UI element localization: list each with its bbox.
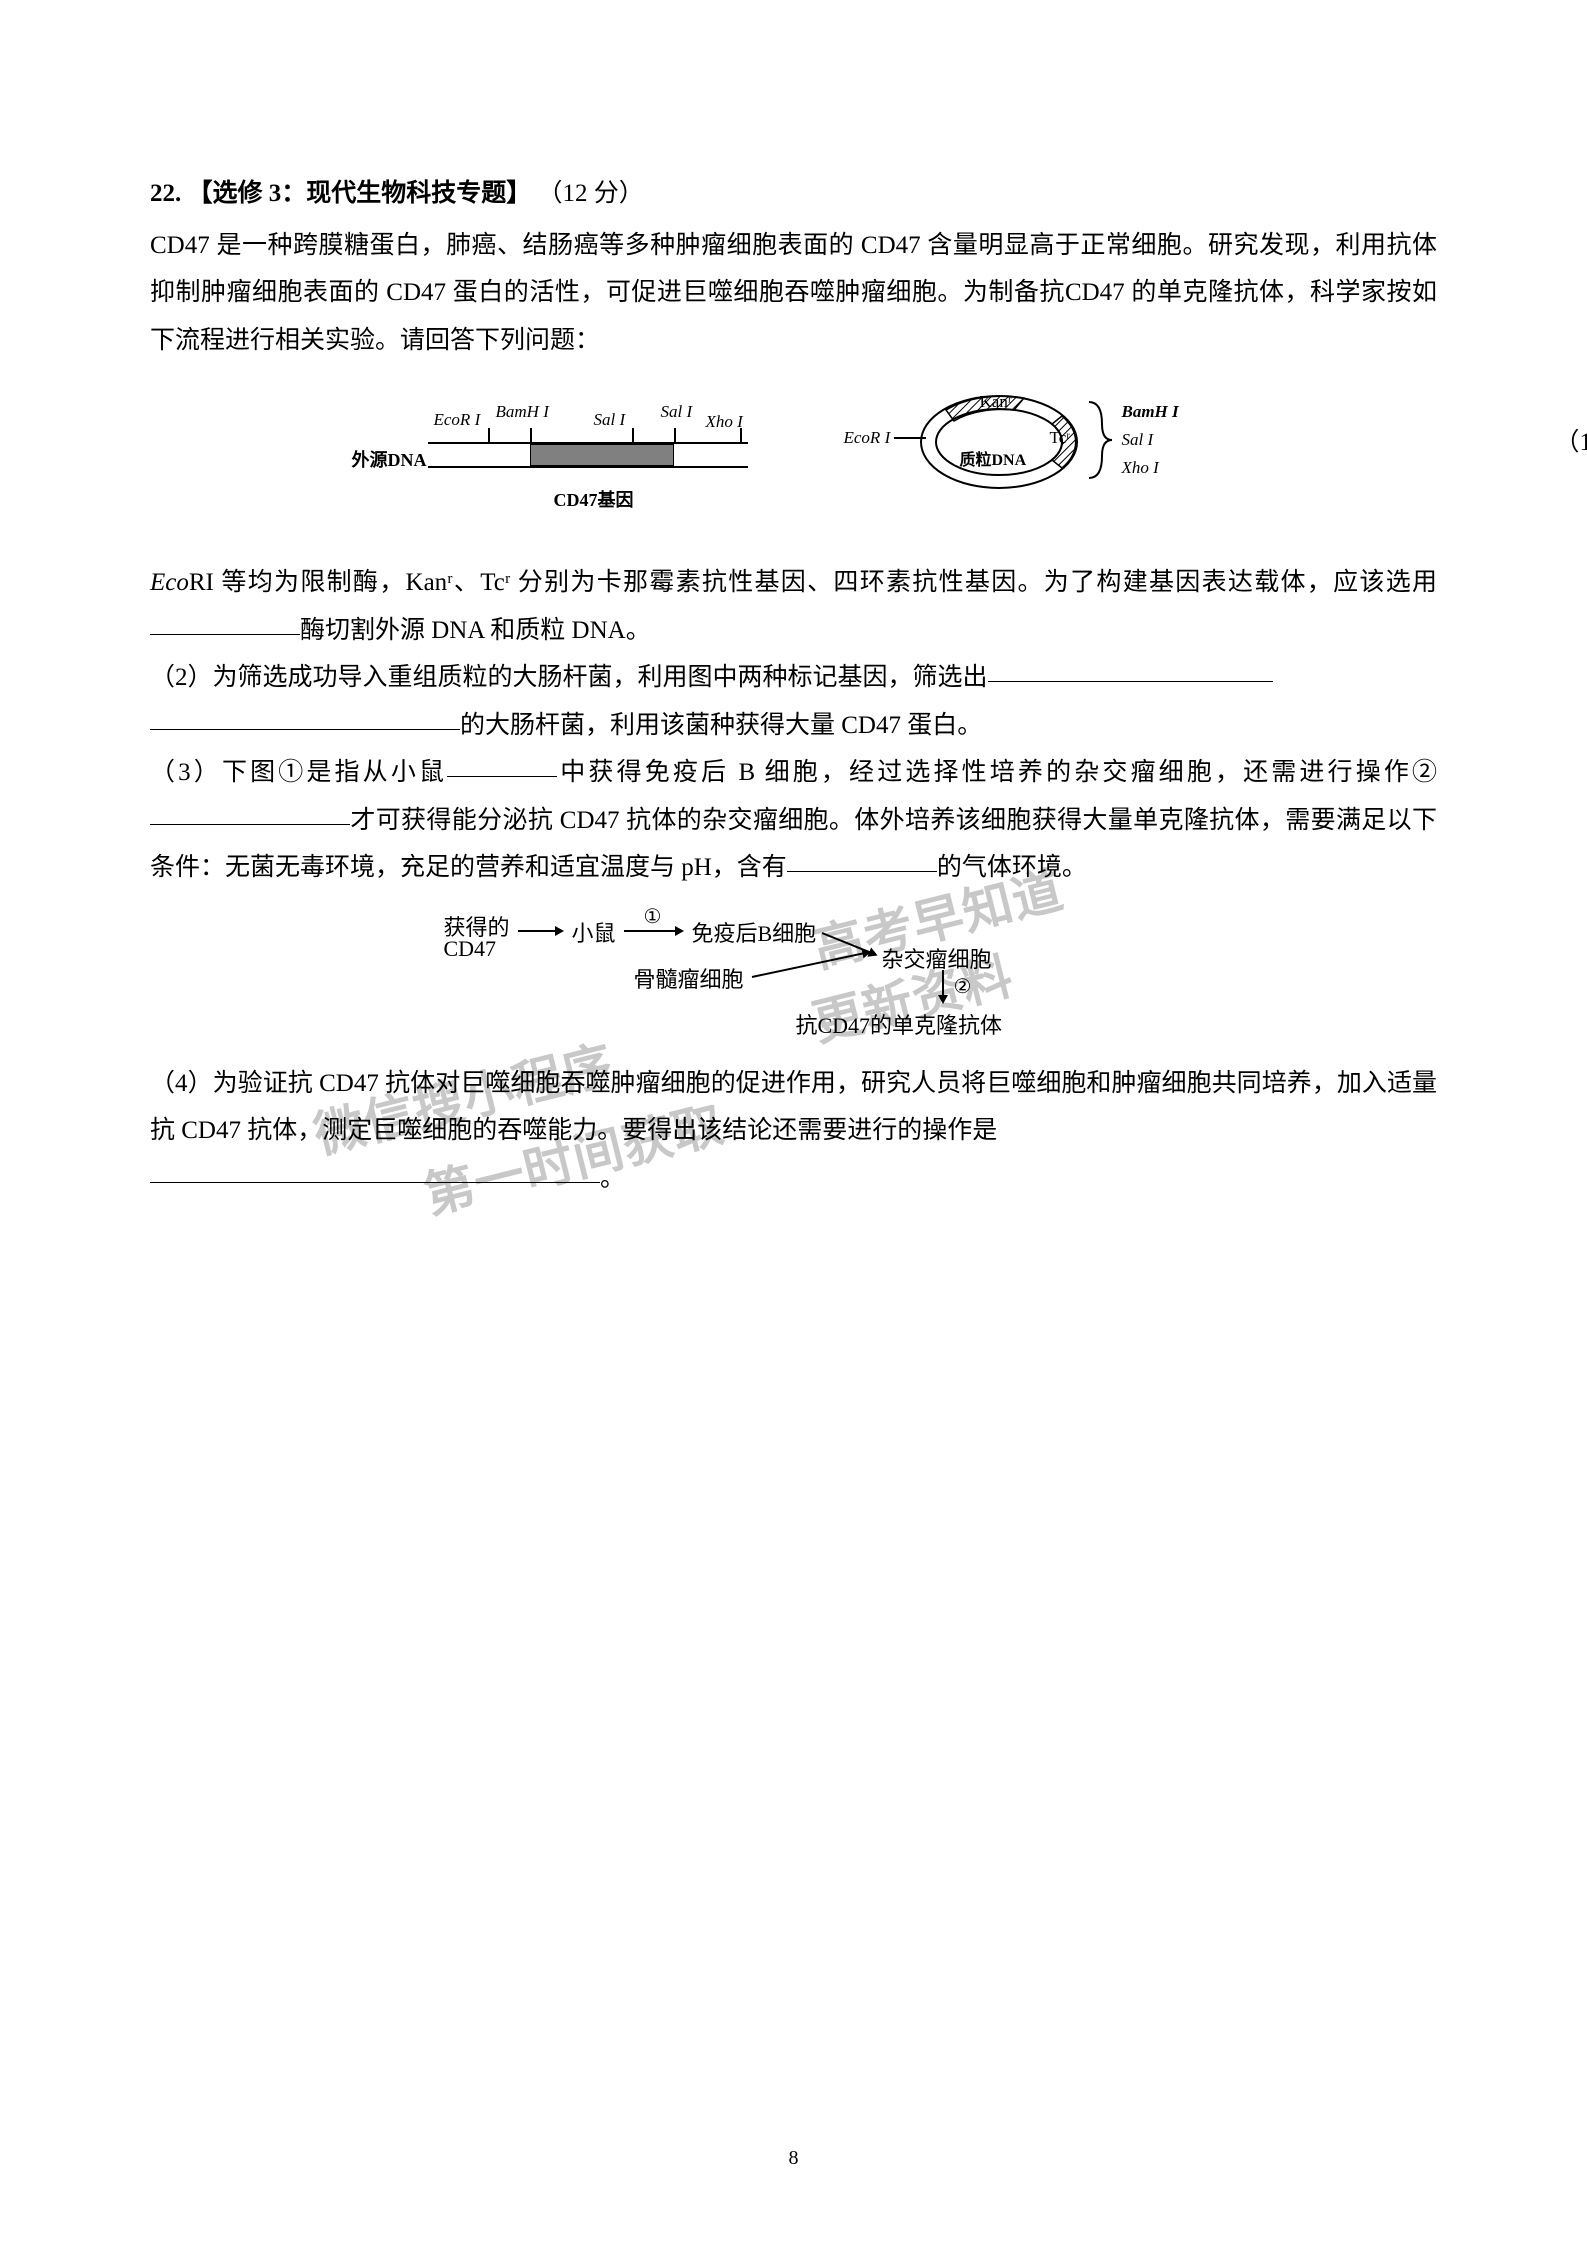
q2-text: （2）为筛选成功导入重组质粒的大肠杆菌，利用图中两种标记基因，筛选出 [150, 654, 1437, 702]
flow-mouse: 小鼠 [572, 916, 616, 948]
arrow-marrow-hybrid [751, 951, 869, 978]
dna-bottom-line [428, 466, 748, 468]
q3-blank3 [787, 871, 937, 872]
flow-cd47-2: CD47 [444, 936, 497, 962]
flow-container: 获得的 CD47 小鼠 ① 免疫后B细胞 骨髓瘤细胞 杂交瘤细胞 ② 抗CD47… [444, 910, 1144, 1040]
plasmid-tc: Tcʳ [1050, 428, 1070, 448]
q3-text4: 的气体环境。 [937, 854, 1087, 881]
q1-side-note: （1）上图 [1554, 422, 1587, 458]
question-intro: CD47 是一种跨膜糖蛋白，肺癌、结肠癌等多种肿瘤细胞表面的 CD47 含量明显… [150, 222, 1437, 365]
q3-blank2 [150, 824, 350, 825]
enzyme-label-ecori: EcoR I [434, 410, 481, 430]
tick-mark [632, 428, 634, 442]
document-page: 22. 【选修 3：现代生物科技专题】 （12 分） CD47 是一种跨膜糖蛋白… [0, 0, 1587, 1282]
q3-text1: （3）下图①是指从小鼠 [150, 759, 447, 786]
q4-blank [150, 1182, 600, 1183]
q2-blank2 [150, 729, 460, 730]
q1-blank [150, 634, 300, 635]
enzyme-label-sali2: Sal I [661, 402, 693, 422]
q1-ecori-italic: Eco [150, 569, 189, 596]
plasmid-sali: Sal I [1122, 430, 1154, 450]
q2-text2: 的大肠杆菌，利用该菌种获得大量 CD47 蛋白。 [460, 712, 982, 739]
flow-num2: ② [954, 974, 972, 999]
question-header: 22. 【选修 3：现代生物科技专题】 （12 分） [150, 170, 1437, 218]
foreign-dna-diagram: EcoR I BamH I Sal I Sal I Xho I 外源DNA CD… [374, 386, 794, 531]
enzyme-label-bamhi: BamH I [496, 402, 549, 422]
q4-text2: 。 [600, 1165, 625, 1192]
flow-bcell: 免疫后B细胞 [692, 916, 817, 948]
tick-mark [488, 428, 490, 442]
question-title: 【选修 3：现代生物科技专题】 [188, 180, 532, 207]
q1-prefix: RI 等均为限制酶，Kanʳ、Tcʳ 分别为卡那霉素抗性基因、四环素抗性基因。为… [189, 569, 1437, 596]
q2-blank1 [988, 681, 1273, 682]
q3-blank1 [447, 776, 557, 777]
q1-suffix: 酶切割外源 DNA 和质粒 DNA。 [300, 617, 651, 644]
question-points: （12 分） [538, 180, 644, 207]
foreign-dna-label: 外源DNA [352, 446, 427, 472]
q3-text: （3）下图①是指从小鼠 中获得免疫后 B 细胞，经过选择性培养的杂交瘤细胞，还需进… [150, 749, 1437, 892]
q3-text2: 中获得免疫后 B 细胞，经过选择性培养的杂交瘤细胞，还需进行操作② [557, 759, 1437, 786]
q2-text1: （2）为筛选成功导入重组质粒的大肠杆菌，利用图中两种标记基因，筛选出 [150, 664, 988, 691]
enzyme-label-xhoi: Xho I [706, 412, 743, 432]
plasmid-diagram: EcoR I [874, 386, 1214, 531]
q4-line2: 。 [150, 1155, 1437, 1203]
q4-text1: （4）为验证抗 CD47 抗体对巨噬细胞吞噬肿瘤细胞的促进作用，研究人员将巨噬细… [150, 1070, 1437, 1145]
plasmid-dna-label: 质粒DNA [960, 446, 1027, 470]
arrow-mouse-bcell [624, 930, 682, 932]
enzyme-label-sali1: Sal I [594, 410, 626, 430]
flow-num1: ① [644, 904, 662, 929]
q3-text3: 才可获得能分泌抗 CD47 抗体的杂交瘤细胞。体外培养该细胞获得大量单克隆抗体，… [150, 807, 1437, 882]
flow-diagram: 获得的 CD47 小鼠 ① 免疫后B细胞 骨髓瘤细胞 杂交瘤细胞 ② 抗CD47… [150, 910, 1437, 1040]
q1-text: EcoRI 等均为限制酶，Kanʳ、Tcʳ 分别为卡那霉素抗性基因、四环素抗性基… [150, 559, 1437, 654]
flow-antibody: 抗CD47的单克隆抗体 [796, 1008, 1003, 1040]
question-number: 22. [150, 180, 181, 207]
arrow-hybrid-antibody [942, 970, 944, 1002]
q4-text: （4）为验证抗 CD47 抗体对巨噬细胞吞噬肿瘤细胞的促进作用，研究人员将巨噬细… [150, 1060, 1437, 1155]
tick-mark [674, 428, 676, 442]
diagram-container-1: EcoR I BamH I Sal I Sal I Xho I 外源DNA CD… [150, 386, 1437, 531]
plasmid-bamhi: BamH I [1122, 402, 1179, 422]
tick-mark [740, 428, 742, 442]
plasmid-kan: Kanʳ [980, 392, 1012, 412]
flow-hybrid: 杂交瘤细胞 [882, 942, 992, 974]
arrow-cd47-mouse [518, 930, 562, 932]
tick-mark [530, 428, 532, 442]
plasmid-xhoi: Xho I [1122, 458, 1159, 478]
flow-marrow: 骨髓瘤细胞 [634, 962, 744, 994]
page-number: 8 [789, 2147, 799, 2170]
cd47-gene-label: CD47基因 [554, 486, 634, 512]
q2-line2: 的大肠杆菌，利用该菌种获得大量 CD47 蛋白。 [150, 702, 1437, 750]
cd47-gene-bar [530, 444, 674, 466]
